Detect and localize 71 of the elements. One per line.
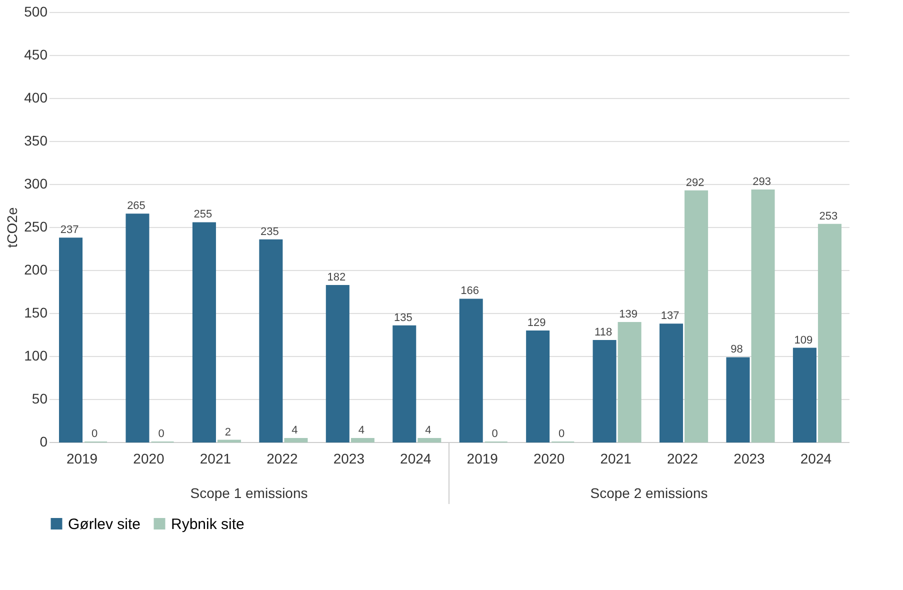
data-label: 235: [260, 226, 279, 238]
data-label: 0: [158, 428, 164, 440]
bar: [59, 238, 83, 442]
x-tick-label: 2021: [600, 450, 632, 466]
bar: [126, 214, 150, 442]
data-label: 118: [594, 326, 612, 339]
data-label: 135: [394, 312, 412, 324]
x-tick-label: 2021: [200, 450, 232, 466]
bar: [284, 438, 308, 442]
data-label: 4: [425, 424, 432, 437]
x-tick-label: 2019: [66, 450, 98, 466]
x-tick-label: 2022: [666, 450, 698, 466]
y-tick-label: 50: [32, 390, 48, 406]
data-label: 293: [752, 176, 771, 188]
data-label: 0: [492, 428, 498, 440]
data-label: 0: [558, 428, 565, 440]
data-label: 109: [794, 334, 813, 346]
bar: [751, 190, 775, 442]
x-tick-label: 2020: [534, 450, 565, 466]
data-label: 4: [358, 424, 364, 437]
text: Scope 1 emissions: [190, 485, 308, 501]
y-tick-label: 500: [24, 4, 48, 20]
y-tick-label: 300: [24, 176, 48, 192]
x-tick-label: 2019: [466, 450, 498, 466]
data-label: 255: [194, 208, 212, 221]
legend-label: Rybnik site: [171, 516, 244, 533]
bar: [818, 224, 842, 442]
bar: [618, 322, 642, 442]
y-axis-title: tCO2e: [4, 207, 20, 248]
x-tick-label: 2023: [333, 450, 365, 466]
data-label: 139: [619, 308, 638, 320]
bar: [660, 324, 684, 442]
legend-label: Gørlev site: [68, 516, 141, 533]
x-tick-label: 2022: [266, 450, 298, 466]
bar: [726, 357, 750, 442]
data-label: 0: [91, 428, 98, 440]
text: Scope 2 emissions: [590, 485, 708, 501]
x-tick-label: 2024: [400, 450, 432, 466]
y-tick-label: 0: [40, 434, 48, 450]
bar: [459, 298, 483, 442]
bar: [592, 340, 616, 442]
x-tick-label: 2020: [133, 450, 165, 466]
bar: [526, 330, 550, 442]
y-tick-label: 400: [24, 90, 48, 106]
data-label: 182: [327, 271, 346, 284]
bar: [192, 222, 216, 442]
data-label: 237: [60, 224, 79, 236]
y-tick-label: 200: [24, 262, 48, 278]
bar: [326, 284, 350, 442]
bar: [259, 239, 283, 442]
data-label: 4: [292, 424, 298, 437]
bar: [792, 348, 816, 442]
bar: [392, 325, 416, 442]
data-label: 292: [686, 176, 704, 189]
data-label: 265: [127, 200, 146, 212]
y-tick-label: 250: [24, 218, 48, 234]
y-tick-label: 150: [24, 304, 48, 320]
bar: [350, 438, 374, 442]
x-tick-label: 2024: [800, 450, 832, 466]
data-label: 137: [660, 310, 680, 322]
x-tick-label: 2023: [734, 450, 766, 466]
bar: [418, 438, 442, 442]
y-tick-label: 350: [24, 132, 48, 148]
y-tick-label: 100: [24, 348, 48, 364]
data-label: 2: [224, 426, 232, 438]
data-label: 98: [730, 344, 743, 356]
data-label: 129: [527, 317, 546, 330]
data-label: 166: [460, 285, 480, 298]
y-tick-label: 450: [24, 46, 48, 62]
data-label: 253: [819, 210, 838, 222]
bar: [684, 190, 708, 442]
